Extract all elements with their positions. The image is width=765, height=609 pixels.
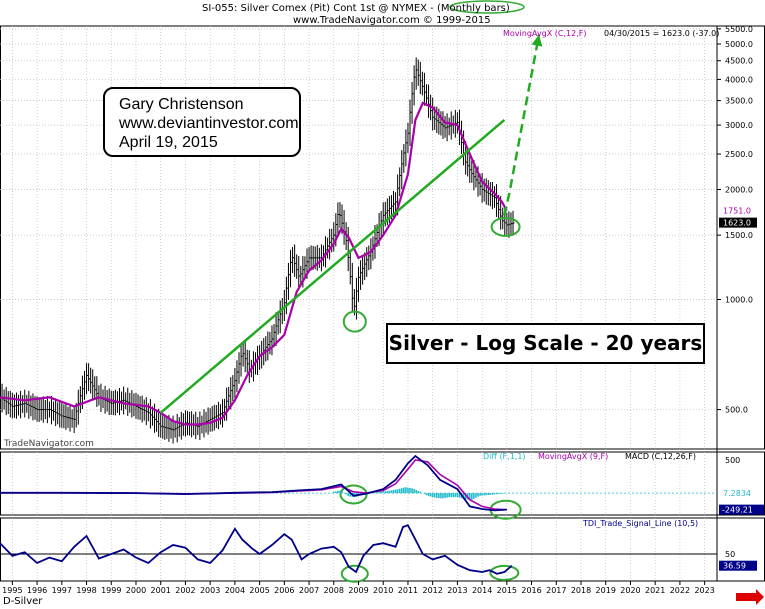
x-tick-label-1996: 1996 <box>27 586 47 595</box>
price-y-axis: 5500.0 5000.0 4500.0 4000.0 3500.0 3000.0 2500… <box>717 25 757 415</box>
macd-last-macd-label: -249.21 <box>722 506 753 515</box>
tdi-y-axis: 50 36.59 <box>719 550 757 571</box>
price-bars <box>0 57 515 444</box>
y-tick-label-1500.0: 1500.0 <box>725 231 753 240</box>
macd-legend-diff: Diff (F,1,1) <box>483 452 526 461</box>
x-tick-label-2014: 2014 <box>472 586 492 595</box>
macd-y-tick-label: 500 <box>725 456 740 465</box>
macd-last-diff-label: 7.2834 <box>723 489 751 498</box>
x-tick-label-1995: 1995 <box>2 586 22 595</box>
highlight-circle-2015 <box>490 216 521 237</box>
x-tick-label-2018: 2018 <box>571 586 591 595</box>
macd-last-diff-bg <box>719 488 764 499</box>
highlight-circle-tdi-2008 <box>340 564 369 583</box>
macd-last-macd-bg <box>719 504 764 515</box>
x-tick-label-2007: 2007 <box>299 586 319 595</box>
y-tick-label-2500.0: 2500.0 <box>725 150 753 159</box>
x-tick-label-2006: 2006 <box>274 586 294 595</box>
macd-legend-macd: MACD (C,12,26,F) <box>625 452 696 461</box>
header-line1: SI-055: Silver Comex (Pit) Cont 1st @ NY… <box>202 3 510 14</box>
highlight-circle-header <box>449 0 525 14</box>
x-tick-label-2012: 2012 <box>422 586 442 595</box>
tdi-legend: TDI_Trade_Signal_Line (10,5) <box>582 519 698 528</box>
moving-average-layer <box>0 101 508 426</box>
price-last-ma-label: 1751.0 <box>723 207 751 216</box>
tdi-last-bg <box>719 560 757 571</box>
panel-frame-1 <box>0 451 765 516</box>
x-tick-label-2009: 2009 <box>348 586 368 595</box>
x-tick-label-2022: 2022 <box>670 586 690 595</box>
projection-line <box>503 34 541 216</box>
tdi-line <box>0 524 513 575</box>
author-box: Gary Christenson www.deviantinvestor.com… <box>103 87 301 157</box>
moving-average-line <box>0 101 508 426</box>
macd-line <box>0 454 507 512</box>
y-tick-label-5000.0: 5000.0 <box>725 40 753 49</box>
x-tick-label-2017: 2017 <box>546 586 566 595</box>
macd-y-axis: 500 7.2834 -249.21 <box>719 456 764 515</box>
headline-text: Silver - Log Scale - 20 years <box>388 331 703 355</box>
trend-line-layer <box>159 34 543 414</box>
x-tick-label-2013: 2013 <box>447 586 467 595</box>
x-tick-label-2011: 2011 <box>398 586 418 595</box>
author-date: April 19, 2015 <box>119 134 218 151</box>
x-tick-label-2023: 2023 <box>694 586 714 595</box>
projection-arrowhead-icon <box>531 34 543 47</box>
x-tick-label-1997: 1997 <box>52 586 72 595</box>
macd-signal-line <box>0 459 507 511</box>
y-tick-label-5500.0: 5500.0 <box>725 25 753 34</box>
x-tick-label-1999: 1999 <box>101 586 121 595</box>
header-title: SI-055: Silver Comex (Pit) Cont 1st @ NY… <box>202 3 434 14</box>
price-legend-ma: MovingAvgX (C,12,F) <box>503 29 586 38</box>
x-tick-label-2005: 2005 <box>249 586 269 595</box>
trend-line <box>159 118 506 414</box>
x-tick-label-2001: 2001 <box>151 586 171 595</box>
price-readout: 04/30/2015 = 1623.0 (-37.0) <box>604 29 719 38</box>
author-name: Gary Christenson <box>119 96 244 113</box>
price-last-ma-label-bg <box>719 205 757 216</box>
highlight-circle-tdi-2015 <box>489 564 520 581</box>
x-tick-label-2016: 2016 <box>521 586 541 595</box>
y-tick-label-3000.0: 3000.0 <box>725 121 753 130</box>
tdi-panel: 50 36.59 <box>0 524 757 575</box>
x-tick-label-2000: 2000 <box>126 586 146 595</box>
macd-legend-signal: MovingAvgX (9,F) <box>538 452 608 461</box>
tdi-last-label: 36.59 <box>723 562 746 571</box>
tdi-y-tick-label: 50 <box>725 550 735 559</box>
x-tick-label-2020: 2020 <box>620 586 640 595</box>
x-tick-label-2019: 2019 <box>596 586 616 595</box>
y-tick-label-3500.0: 3500.0 <box>725 97 753 106</box>
x-tick-label-2021: 2021 <box>645 586 665 595</box>
x-tick-label-2008: 2008 <box>324 586 344 595</box>
x-tick-label-2010: 2010 <box>373 586 393 595</box>
y-tick-label-1000.0: 1000.0 <box>725 296 753 305</box>
watermark: TradeNavigator.com <box>3 439 94 449</box>
tdi-lines <box>0 524 717 575</box>
macd-panel: 500 7.2834 -249.21 <box>0 454 764 515</box>
y-tick-label-4000.0: 4000.0 <box>725 75 753 84</box>
author-site: www.deviantinvestor.com <box>119 115 299 132</box>
x-tick-label-2004: 2004 <box>225 586 245 595</box>
highlight-circle-2008 <box>342 310 367 333</box>
price-last-close-label: 1623.0 <box>723 219 751 228</box>
headline-box: Silver - Log Scale - 20 years <box>386 323 705 364</box>
header-line2: www.TradeNavigator.com © 1999-2015 <box>293 15 491 26</box>
price-last-close-label-bg <box>719 217 757 228</box>
x-axis: 1995 1996 1997 1998 1999 2000 2001 2002 2003 2004… <box>2 581 715 595</box>
x-tick-label-2002: 2002 <box>175 586 195 595</box>
price-panel: 5500.0 5000.0 4500.0 4000.0 3500.0 3000.0 2500… <box>0 0 757 583</box>
x-tick-label-2003: 2003 <box>200 586 220 595</box>
x-tick-label-1998: 1998 <box>76 586 96 595</box>
y-tick-label-2000.0: 2000.0 <box>725 185 753 194</box>
red-arrow-icon <box>736 589 764 605</box>
header-monthly-bars: (Monthly bars) <box>437 3 510 14</box>
y-tick-label-500.0: 500.0 <box>725 406 748 415</box>
x-tick-label-2015: 2015 <box>497 586 517 595</box>
symbol-label: D-Silver <box>3 596 43 607</box>
macd-lines <box>0 454 507 512</box>
y-tick-label-4500.0: 4500.0 <box>725 57 753 66</box>
